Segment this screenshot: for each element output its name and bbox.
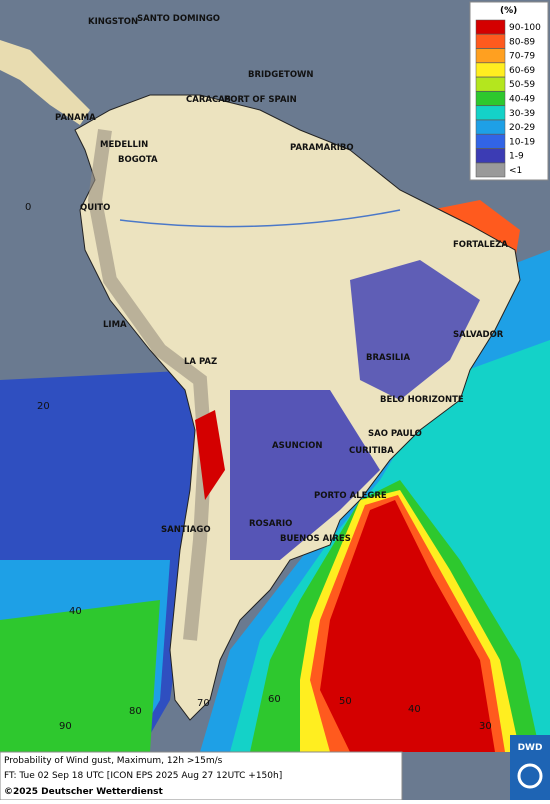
city-label: BRASILIA (366, 353, 410, 363)
grid-label: 0 (25, 202, 31, 213)
city-label: SANTIAGO (161, 525, 211, 535)
legend-label: 30-39 (509, 109, 535, 119)
city-label: QUITO (80, 203, 110, 213)
city-label: ASUNCION (272, 441, 322, 451)
field (230, 390, 380, 560)
city-label: CURITIBA (349, 446, 394, 456)
city-label: ROSARIO (249, 519, 292, 529)
legend-swatch (475, 105, 506, 121)
city-label: LIMA (103, 320, 127, 330)
grid-label: 20 (37, 401, 50, 412)
field (0, 600, 160, 752)
andes (87, 129, 213, 641)
logo-icon (517, 763, 543, 789)
field (320, 500, 495, 752)
city-label: SAO PAULO (368, 429, 422, 439)
legend-label: 80-89 (509, 37, 535, 47)
land (0, 40, 90, 125)
city-label: KINGSTON (88, 17, 138, 27)
grid-label: 40 (69, 606, 82, 617)
city-label: SALVADOR (453, 330, 504, 340)
city-label: LA PAZ (184, 357, 217, 367)
grid-label: 80 (129, 706, 142, 717)
grid-labels: 0 20 40 60 50 40 30 90 80 70 (25, 202, 492, 732)
legend-label: 40-49 (509, 95, 535, 105)
river (119, 209, 401, 228)
grid-label: 50 (339, 696, 352, 707)
legend-label: <1 (509, 166, 522, 176)
legend-label: 1-9 (509, 152, 524, 162)
logo-box (510, 735, 550, 800)
legend: (%) 90-100 80-89 70-79 60-69 50-59 40-49 30-39… (469, 1, 549, 181)
city-label: BRIDGETOWN (248, 70, 314, 80)
logo-text: DWD (518, 743, 543, 753)
legend-swatch (475, 162, 506, 178)
grid-label: 30 (479, 721, 492, 732)
legend-unit: (%) (500, 6, 517, 16)
field (195, 410, 225, 500)
city-label: CARACAS (186, 95, 231, 105)
legend-swatch (475, 48, 506, 63)
grid-label: 40 (408, 704, 421, 715)
field (350, 260, 480, 400)
grid-label: 60 (268, 694, 281, 705)
footer-title: Probability of Wind gust, Maximum, 12h >… (4, 756, 223, 766)
legend-label: 10-19 (509, 137, 535, 147)
legend-label: 50-59 (509, 80, 535, 90)
legend-label: 90-100 (509, 23, 541, 33)
footer-copyright: ©2025 Deutscher Wetterdienst (4, 787, 163, 797)
grid-label: 90 (59, 721, 72, 732)
city-label: PORT OF SPAIN (224, 95, 297, 105)
grid-label: 70 (197, 698, 210, 709)
city-label: PARAMARIBO (290, 143, 354, 153)
legend-label: 20-29 (509, 123, 535, 133)
city-label: SANTO DOMINGO (137, 14, 220, 24)
legend-swatch (475, 134, 506, 149)
legend-label: 60-69 (509, 66, 535, 76)
city-label: BOGOTA (118, 155, 158, 165)
footer-box (0, 751, 403, 801)
city-label: MEDELLIN (100, 140, 148, 150)
city-label: PANAMA (55, 113, 96, 123)
city-label: FORTALEZA (453, 240, 508, 250)
city-label: PORTO ALEGRE (314, 491, 387, 501)
legend-swatch (475, 62, 506, 78)
footer-forecast: FT: Tue 02 Sep 18 UTC [ICON EPS 2025 Aug… (4, 771, 282, 781)
legend-swatch (475, 148, 506, 163)
legend-swatch (475, 119, 506, 135)
legend-label: 70-79 (509, 52, 535, 62)
legend-swatch (475, 34, 506, 49)
legend-swatch (475, 76, 506, 92)
legend-swatch (475, 91, 506, 106)
city-label: BELO HORIZONTE (380, 395, 464, 405)
city-labels: KINGSTON SANTO DOMINGO BRIDGETOWN CARACA… (55, 14, 508, 544)
city-label: BUENOS AIRES (280, 534, 351, 544)
legend-swatch (475, 19, 506, 35)
